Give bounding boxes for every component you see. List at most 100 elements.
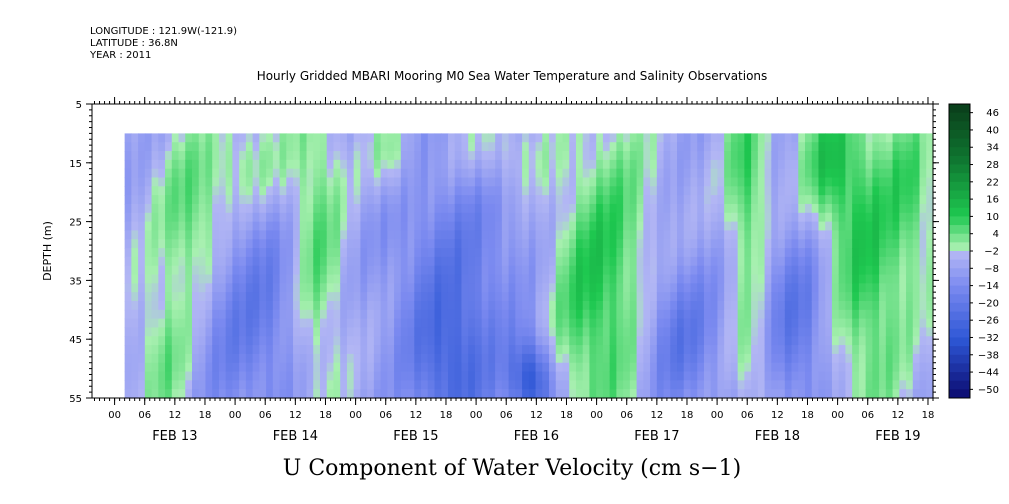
field-cell (441, 362, 449, 373)
field-cell (926, 151, 934, 161)
field-cell (205, 380, 213, 390)
field-cell (326, 133, 335, 143)
field-cell (522, 212, 530, 223)
field-cell (650, 177, 658, 187)
field-cell (165, 318, 173, 329)
field-cell (421, 309, 429, 320)
field-cell (784, 274, 793, 284)
field-cell (670, 221, 678, 232)
field-cell (232, 336, 240, 346)
field-cell (697, 159, 705, 170)
field-cell (245, 345, 254, 355)
field-cell (549, 203, 557, 214)
field-cell (279, 371, 287, 381)
field-cell (171, 221, 180, 232)
field-cell (353, 300, 362, 311)
field-cell (488, 283, 496, 293)
field-cell (185, 168, 193, 179)
field-cell (569, 195, 577, 205)
field-cell (212, 239, 220, 249)
field-cell (272, 353, 281, 364)
field-cell (670, 353, 678, 364)
field-cell (825, 371, 833, 381)
field-cell (218, 265, 227, 276)
field-cell (575, 230, 584, 240)
field-cell (825, 265, 833, 276)
field-cell (805, 292, 813, 302)
field-cell (515, 380, 523, 390)
field-cell (549, 300, 557, 311)
field-cell (272, 300, 281, 311)
field-cell (872, 177, 880, 187)
field-cell (623, 380, 631, 390)
field-cell (434, 142, 442, 152)
field-cell (421, 151, 429, 161)
field-cell (751, 151, 759, 161)
field-cell (569, 345, 577, 355)
field-cell (218, 239, 227, 249)
field-cell (616, 309, 624, 320)
field-cell (400, 327, 409, 337)
field-cell (151, 177, 159, 187)
field-cell (549, 345, 557, 355)
field-cell (831, 186, 840, 196)
field-cell (872, 318, 880, 329)
field-cell (818, 142, 826, 152)
field-cell (555, 371, 564, 381)
field-cell (421, 248, 429, 258)
field-cell (589, 203, 597, 214)
field-cell (138, 159, 146, 170)
field-cell (926, 248, 934, 258)
field-cell (394, 389, 402, 399)
field-cell (582, 151, 591, 161)
field-cell (333, 283, 341, 293)
colorbar-segment (949, 164, 970, 174)
field-cell (239, 168, 247, 179)
field-cell (501, 336, 510, 346)
field-cell (569, 292, 577, 302)
field-cell (879, 371, 887, 381)
field-cell (528, 212, 537, 223)
field-cell (845, 133, 853, 143)
field-cell (245, 168, 254, 179)
field-cell (582, 371, 591, 381)
field-cell (656, 389, 665, 399)
field-cell (609, 389, 617, 399)
field-cell (575, 151, 584, 161)
field-cell (798, 265, 806, 276)
field-cell (697, 300, 705, 311)
field-cell (266, 274, 274, 284)
field-cell (858, 230, 867, 240)
field-cell (421, 345, 429, 355)
field-cell (434, 380, 442, 390)
field-cell (192, 274, 200, 284)
field-cell (811, 318, 820, 329)
field-cell (690, 371, 698, 381)
field-cell (690, 292, 698, 302)
field-cell (778, 203, 786, 214)
field-cell (165, 151, 173, 161)
field-cell (151, 353, 159, 364)
field-cell (892, 345, 900, 355)
field-cell (616, 159, 624, 170)
field-cell (165, 380, 173, 390)
field-cell (326, 327, 335, 337)
field-cell (501, 159, 510, 170)
field-cell (717, 362, 725, 373)
field-cell (582, 300, 591, 311)
field-cell (306, 177, 314, 187)
field-cell (468, 142, 476, 152)
field-cell (852, 389, 860, 399)
field-cell (340, 380, 348, 390)
field-cell (528, 380, 537, 390)
field-cell (313, 336, 321, 346)
field-cell (818, 248, 826, 258)
field-cell (569, 309, 577, 320)
field-cell (791, 203, 799, 214)
field-cell (912, 159, 921, 170)
field-cell (373, 159, 382, 170)
field-cell (272, 265, 281, 276)
field-cell (144, 186, 153, 196)
field-cell (474, 292, 483, 302)
field-cell (609, 274, 617, 284)
